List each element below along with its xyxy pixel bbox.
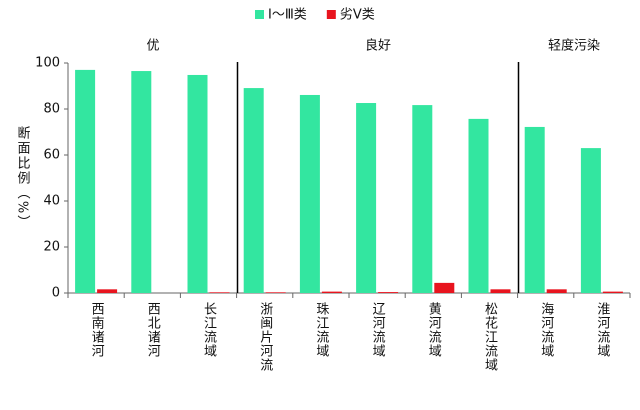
x-tick-label: 海河流域 (538, 302, 554, 358)
x-tick-label: 西北诸河 (145, 302, 161, 358)
bar (524, 126, 545, 293)
y-tick-label: 20 (43, 240, 60, 255)
x-tick-label: 辽河流域 (370, 302, 386, 358)
bar (490, 289, 511, 293)
bar (546, 289, 567, 293)
bar (209, 292, 230, 293)
group-label: 良好 (365, 38, 391, 54)
bar (602, 291, 623, 293)
x-tick-label: 长江流域 (201, 302, 217, 358)
bar (131, 71, 152, 293)
group-label: 优 (146, 39, 159, 54)
x-tick-label: 黄河流域 (426, 302, 442, 358)
y-axis-label: 断面比例（%） (15, 126, 31, 230)
legend-swatch (326, 10, 336, 19)
bar (412, 105, 433, 293)
bar (299, 94, 320, 293)
legend-swatch (255, 10, 264, 19)
y-tick-label: 40 (43, 194, 60, 209)
y-tick-label: 100 (35, 56, 60, 71)
bar (321, 291, 342, 293)
bar (97, 289, 118, 293)
y-tick-label: 80 (43, 102, 60, 117)
y-tick-label: 0 (52, 286, 60, 301)
bar (580, 148, 601, 293)
bar (265, 292, 286, 293)
group-label: 轻度污染 (548, 38, 600, 54)
bar (75, 69, 96, 294)
legend-label: 劣Ⅴ类 (340, 8, 375, 23)
y-tick-label: 60 (43, 148, 60, 163)
x-tick-label: 珠江流域 (313, 302, 329, 358)
x-tick-label: 松花江流域 (482, 302, 498, 372)
bar (378, 292, 399, 293)
x-tick-label: 西南诸河 (89, 302, 105, 358)
bar (187, 74, 208, 294)
x-tick-label: 淮河流域 (594, 302, 610, 358)
bar (356, 103, 377, 294)
bar (434, 282, 455, 293)
bar (468, 118, 489, 293)
bar (243, 88, 264, 293)
legend-label: Ⅰ～Ⅲ类 (268, 8, 307, 23)
x-tick-label: 浙闽片河流 (257, 302, 273, 372)
